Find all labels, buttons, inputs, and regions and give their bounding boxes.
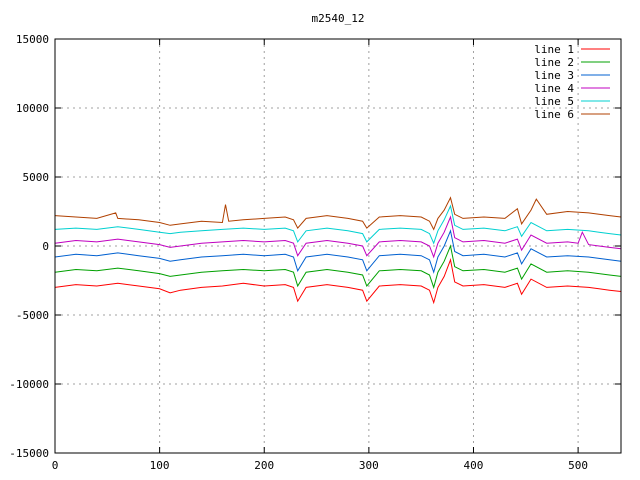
series-layer: [54, 196, 622, 305]
series-line-line-5: [54, 204, 622, 245]
y-tick-label: -15000: [9, 447, 49, 460]
y-tick-label: 5000: [23, 171, 50, 184]
legend-label: line 5: [534, 95, 574, 108]
series-line-line-6: [54, 196, 622, 231]
y-tick-label: -10000: [9, 378, 49, 391]
y-tick-label: 15000: [16, 33, 49, 46]
x-tick-label: 400: [464, 459, 484, 472]
legend-label: line 3: [534, 69, 574, 82]
x-tick-label: 200: [254, 459, 274, 472]
series-line-line-3: [54, 229, 622, 274]
series-line-line-2: [54, 244, 622, 290]
x-tick-label: 300: [359, 459, 379, 472]
x-tick-label: 100: [150, 459, 170, 472]
legend-label: line 6: [534, 108, 574, 121]
chart-title: m2540_12: [312, 12, 365, 25]
x-tick-label: 500: [568, 459, 588, 472]
y-tick-label: 0: [42, 240, 49, 253]
legend-label: line 4: [534, 82, 574, 95]
tick-layer: 0 100 200 300 400 500 -15000 -10000 -5000 0 5000 10…: [9, 33, 621, 472]
series-line-line-1: [54, 257, 622, 305]
series-line-line-4: [54, 215, 622, 259]
legend-label: line 1: [534, 43, 574, 56]
grid-layer: [55, 39, 621, 453]
y-tick-label: -5000: [16, 309, 49, 322]
y-tick-label: 10000: [16, 102, 49, 115]
x-tick-label: 0: [52, 459, 59, 472]
legend-label: line 2: [534, 56, 574, 69]
